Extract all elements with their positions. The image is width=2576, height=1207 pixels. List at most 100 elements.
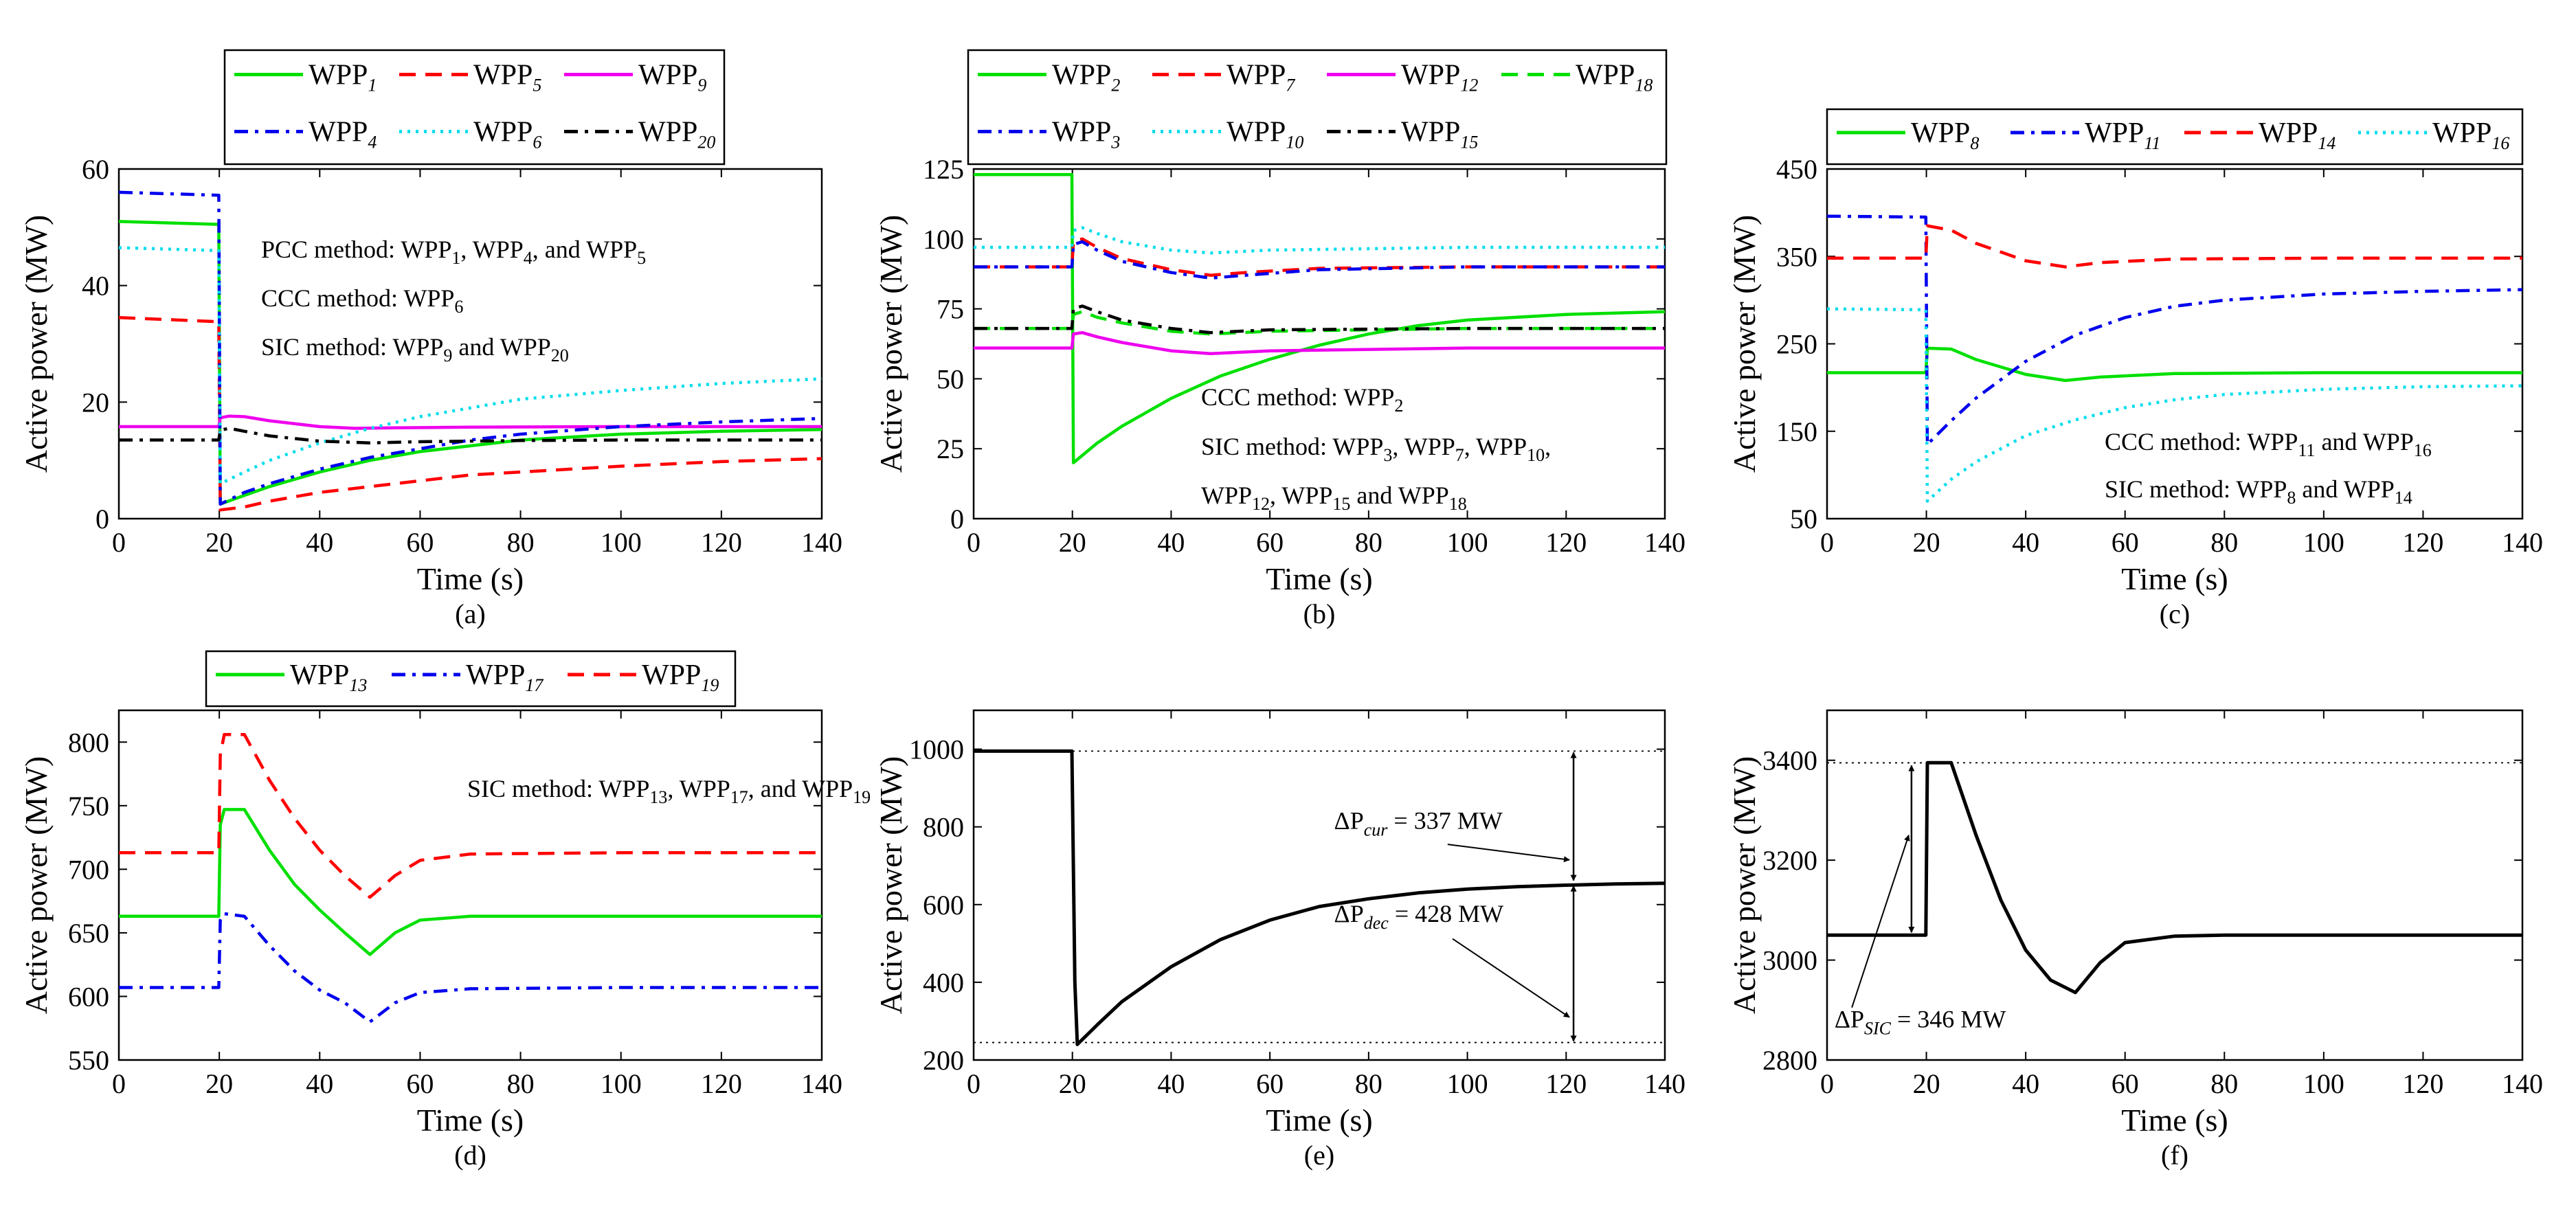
legend-label: WPP2 bbox=[1052, 60, 1120, 95]
y-tick-label: 450 bbox=[1776, 154, 1817, 185]
series-line-total bbox=[1827, 760, 2522, 995]
y-tick-label: 700 bbox=[68, 854, 109, 885]
x-tick-label: 20 bbox=[1913, 1068, 1940, 1099]
series-line-wpp17 bbox=[119, 912, 822, 1024]
y-tick-label: 600 bbox=[68, 981, 109, 1012]
x-tick-label: 80 bbox=[507, 1068, 535, 1099]
plot-area-c bbox=[1826, 168, 2524, 520]
legend-box bbox=[223, 49, 726, 166]
chart-panel-d: 0 20 40 60 80 100 120 140 550 600 650 700 750 800 Time… bbox=[19, 650, 871, 1171]
x-tick-label: 100 bbox=[601, 527, 642, 558]
legend-box bbox=[967, 49, 1668, 166]
series-line-wpp10 bbox=[974, 226, 1665, 255]
y-tick-label: 650 bbox=[68, 918, 109, 949]
method-annotation: PCC method: WPP1, WPP4, and WPP5 bbox=[261, 236, 646, 268]
y-tick-label: 50 bbox=[1790, 504, 1817, 534]
series-line-wpp8 bbox=[1827, 346, 2522, 383]
delta-sic-label: ΔPSIC = 346 MW bbox=[1835, 1006, 2006, 1039]
x-tick-label: 20 bbox=[1059, 1068, 1086, 1099]
panel-caption: (f) bbox=[2161, 1140, 2188, 1171]
y-tick-label: 25 bbox=[937, 433, 964, 464]
y-tick-label: 2800 bbox=[1762, 1045, 1817, 1076]
y-tick-label: 400 bbox=[923, 967, 964, 998]
y-tick-label: 0 bbox=[950, 504, 964, 534]
method-annotation: SIC method: WPP8 and WPP14 bbox=[2105, 475, 2412, 508]
y-tick-label: 150 bbox=[1776, 416, 1817, 447]
x-tick-label: 100 bbox=[1447, 1068, 1488, 1099]
y-tick-label: 1000 bbox=[909, 734, 964, 765]
x-tick-label: 80 bbox=[2210, 527, 2238, 558]
x-tick-label: 100 bbox=[1447, 527, 1488, 558]
y-tick-label: 125 bbox=[923, 154, 964, 185]
series-line-wpp14 bbox=[1827, 224, 2522, 269]
legend-c: WPP8 WPP11 WPP14 WPP16 bbox=[1826, 108, 2524, 166]
y-tick-label: 600 bbox=[923, 890, 964, 921]
y-tick-label: 3200 bbox=[1762, 845, 1817, 876]
x-tick-label: 20 bbox=[1913, 527, 1940, 558]
x-tick-label: 140 bbox=[2502, 1068, 2543, 1099]
chart-panel-f: 0 20 40 60 80 100 120 140 2800 3000 3200 3400 Time (… bbox=[1727, 709, 2543, 1171]
x-tick-label: 20 bbox=[205, 1068, 233, 1099]
method-annotation: SIC method: WPP13, WPP17, and WPP19 bbox=[467, 775, 871, 807]
y-tick-label: 40 bbox=[82, 271, 109, 302]
panel-caption: (e) bbox=[1304, 1140, 1334, 1171]
method-annotation: CCC method: WPP2 bbox=[1201, 383, 1403, 416]
y-axis-label: Active power (MW) bbox=[873, 756, 908, 1015]
plot-area-e bbox=[972, 709, 1666, 1061]
x-tick-label: 40 bbox=[1157, 1068, 1185, 1099]
x-tick-label: 80 bbox=[1355, 1068, 1382, 1099]
panel-caption: (c) bbox=[2160, 598, 2190, 629]
x-tick-label: 120 bbox=[1545, 1068, 1587, 1099]
x-tick-label: 140 bbox=[1644, 1068, 1685, 1099]
legend-d: WPP13 WPP17 WPP19 bbox=[205, 650, 737, 708]
y-axis-label: Active power (MW) bbox=[1727, 215, 1762, 473]
x-tick-label: 60 bbox=[1256, 527, 1284, 558]
panel-caption: (b) bbox=[1303, 598, 1336, 629]
x-tick-label: 40 bbox=[306, 527, 333, 558]
x-tick-label: 40 bbox=[2012, 1068, 2039, 1099]
x-tick-label: 60 bbox=[2112, 1068, 2139, 1099]
x-axis-label: Time (s) bbox=[2121, 561, 2228, 596]
x-tick-label: 120 bbox=[701, 527, 742, 558]
series-line-wpp2 bbox=[974, 172, 1665, 464]
x-tick-label: 60 bbox=[406, 527, 434, 558]
legend-label: WPP17 bbox=[466, 659, 544, 695]
x-tick-label: 80 bbox=[1355, 527, 1382, 558]
delta-cur-pointer bbox=[1447, 844, 1570, 863]
series-line-wpp9 bbox=[119, 414, 822, 430]
legend-label: WPP5 bbox=[473, 60, 541, 95]
legend-label: WPP13 bbox=[290, 659, 367, 695]
x-tick-label: 140 bbox=[801, 527, 842, 558]
legend-a: WPP1 WPP5 WPP9 WPP4 WPP6 WPP20 bbox=[223, 49, 726, 166]
x-tick-label: 100 bbox=[2303, 1068, 2344, 1099]
y-axis-label: Active power (MW) bbox=[19, 215, 54, 473]
x-tick-label: 100 bbox=[601, 1068, 642, 1099]
x-tick-label: 40 bbox=[306, 1068, 333, 1099]
chart-panel-b: 0 20 40 60 80 100 120 140 0 25 50 75 100 125 Time (s) A… bbox=[873, 49, 1685, 629]
y-tick-label: 3000 bbox=[1762, 945, 1817, 976]
y-tick-label: 800 bbox=[923, 812, 964, 843]
plot-area-d bbox=[117, 709, 823, 1061]
legend-label: WPP18 bbox=[1576, 60, 1653, 95]
delta-cur-label: ΔPcur = 337 MW bbox=[1334, 806, 1503, 839]
series-line-wpp13 bbox=[119, 808, 822, 956]
chart-panel-c: 0 20 40 60 80 100 120 140 50 150 250 350 450 Time (s)… bbox=[1727, 108, 2543, 629]
x-tick-label: 60 bbox=[2112, 527, 2139, 558]
legend-label: WPP16 bbox=[2432, 117, 2509, 153]
series-line-wpp5 bbox=[119, 316, 822, 512]
plot-area-a bbox=[117, 168, 823, 520]
method-annotation: WPP12, WPP15 and WPP18 bbox=[1201, 482, 1467, 514]
legend-label: WPP11 bbox=[2085, 117, 2160, 153]
x-tick-label: 40 bbox=[2012, 527, 2039, 558]
legend-box bbox=[1826, 108, 2524, 166]
series-line-wpp19 bbox=[119, 732, 822, 899]
x-tick-label: 100 bbox=[2303, 527, 2344, 558]
x-tick-label: 80 bbox=[507, 527, 535, 558]
y-tick-label: 250 bbox=[1776, 329, 1817, 360]
x-tick-label: 140 bbox=[801, 1068, 842, 1099]
x-axis-label: Time (s) bbox=[417, 1103, 524, 1138]
x-tick-label: 0 bbox=[967, 1068, 981, 1099]
x-tick-label: 0 bbox=[112, 527, 126, 558]
